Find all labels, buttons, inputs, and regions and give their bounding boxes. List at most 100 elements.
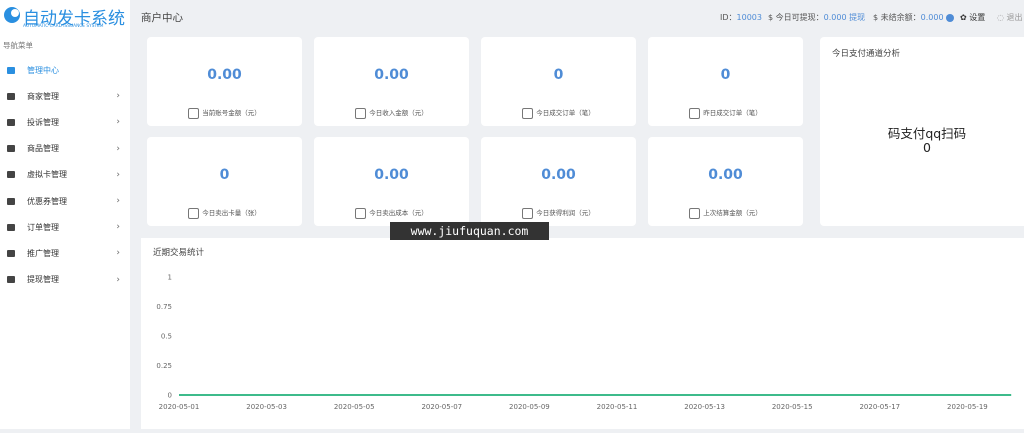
menu-icon [7,197,15,205]
id-label-text: ID： [720,13,737,22]
stat-card: 0.00 今日卖出成本（元） [314,137,469,226]
page-title: 商户中心 [141,12,183,24]
menu-arrow: › [116,274,120,285]
y-tick-label: 0 [168,392,172,400]
logout[interactable]: ◌ 退出 [997,13,1023,22]
stat-label: 当前账号金额（元） [202,109,261,117]
menu-item[interactable]: 优惠券管理 › [0,188,130,214]
stat-label-row: 昨日成交订单（笔） [648,107,803,119]
menu-label[interactable]: 商品管理 [27,144,59,154]
unsettled-value: 0.000 [920,13,944,22]
channel-value: 0 [923,140,931,155]
logo-icon [4,7,20,23]
menu-label[interactable]: 推广管理 [27,248,59,258]
unsettled: $ 未结余额：0.000 [873,12,955,23]
menu-icon [7,118,15,126]
watermark: www.jiufuquan.com [390,222,549,240]
menu-icon [7,276,15,284]
stat-label-row: 今日收入金额（元） [314,107,469,119]
stat-icon [522,207,534,219]
chart-panel: 近期交易统计 0 0.25 0.5 0.75 1 2020-05-01 2020-05-03… [141,238,1024,429]
menu-arrow: › [116,169,120,180]
menu-item[interactable]: 商家管理 › [0,83,130,109]
stat-value: 0.00 [708,167,743,183]
menu-item[interactable]: 订单管理 › [0,214,130,240]
withdrawable-value: 0.000 [823,13,847,22]
stat-value: 0.00 [207,67,242,83]
id-label: ID：10003 [720,12,762,23]
help-icon[interactable] [946,13,955,22]
stat-icon [689,107,701,119]
stat-label: 今日收入金额（元） [369,109,428,117]
stat-value: 0.00 [541,167,576,183]
menu-item[interactable]: 管理中心 [0,57,130,83]
stat-label: 上次结算金额（元） [703,209,762,217]
stat-card: 0.00 上次结算金额（元） [648,137,803,226]
stat-icon [522,107,534,119]
x-tick-label: 2020-05-09 [509,403,550,411]
x-tick-label: 2020-05-03 [246,403,287,411]
menu-icon [7,92,15,100]
stat-value: 0.00 [374,67,409,83]
channel-title: 今日支付通道分析 [832,49,901,59]
stat-icon [188,107,200,119]
menu-arrow: › [116,222,120,233]
stat-value: 0 [720,67,731,83]
menu-item[interactable]: 商品管理 › [0,136,130,162]
menu-item[interactable]: 推广管理 › [0,240,130,266]
logout-text[interactable]: 退出 [1006,13,1023,22]
x-tick-label: 2020-05-05 [334,403,375,411]
stat-label-row: 上次结算金额（元） [648,207,803,219]
stat-card: 0.00 今日收入金额（元） [314,37,469,126]
withdraw-link[interactable]: 提现 [849,13,866,22]
menu-arrow: › [116,248,120,259]
stat-value: 0 [219,167,230,183]
stat-label: 今日卖出卡量（张） [202,209,261,217]
menu-item[interactable]: 虚拟卡管理 › [0,162,130,188]
logo-title: 自动发卡系统 [23,9,125,29]
stat-label: 今日卖出成本（元） [369,209,428,217]
stat-value: 0.00 [374,167,409,183]
menu-arrow: › [116,91,120,102]
stat-label: 今日成交订单（笔） [536,109,595,117]
x-tick-label: 2020-05-01 [159,403,200,411]
x-tick-label: 2020-05-17 [859,403,900,411]
stat-label-row: 当前账号金额（元） [147,107,302,119]
settings[interactable]: ✿ 设置 [960,13,986,22]
stat-card: 0.00 今日获得利润（元） [481,137,636,226]
menu-icon [7,249,15,257]
menu-label[interactable]: 投诉管理 [27,117,59,127]
withdrawable-label: $ 今日可提现： [768,13,824,22]
stat-icon [355,207,367,219]
menu-item[interactable]: 提现管理 › [0,267,130,293]
menu-label[interactable]: 管理中心 [27,65,59,75]
menu-arrow: › [116,117,120,128]
channel-name: 码支付qq扫码 [887,126,967,141]
menu-icon [7,223,15,231]
y-tick-label: 1 [168,274,172,282]
menu-item[interactable]: 投诉管理 › [0,109,130,135]
stat-label-row: 今日卖出成本（元） [314,207,469,219]
logo-subtitle: AUTOMATIC CARD ISSUANCE SYSTEM [23,24,104,29]
menu-icon [7,171,15,179]
menu-label[interactable]: 优惠券管理 [27,196,67,206]
x-tick-label: 2020-05-15 [772,403,813,411]
channel-panel: 今日支付通道分析 码支付qq扫码 0 [820,37,1024,226]
y-tick-label: 0.75 [156,303,172,311]
settings-text[interactable]: 设置 [969,13,986,22]
id-value: 10003 [736,13,762,22]
chart-title: 近期交易统计 [153,247,205,258]
menu-label[interactable]: 商家管理 [27,91,59,101]
y-tick-label: 0.5 [161,333,172,341]
menu-label[interactable]: 提现管理 [27,275,59,285]
menu-label[interactable]: 虚拟卡管理 [27,170,67,180]
stat-card: 0 昨日成交订单（笔） [648,37,803,126]
menu-label[interactable]: 订单管理 [27,222,59,232]
stat-label: 昨日成交订单（笔） [703,109,762,117]
stat-label-row: 今日成交订单（笔） [481,107,636,119]
stat-label-row: 今日卖出卡量（张） [147,207,302,219]
x-tick-label: 2020-05-11 [597,403,638,411]
menu-icon [7,66,15,74]
menu-arrow: › [116,143,120,154]
